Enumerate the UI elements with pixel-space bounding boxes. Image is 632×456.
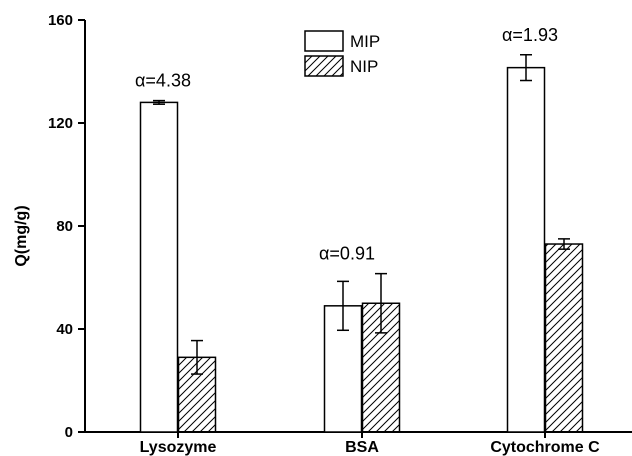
legend: MIP NIP <box>304 30 380 77</box>
error-bar-nip-bsa <box>375 272 387 334</box>
y-tick-label: 120 <box>48 115 73 132</box>
y-tick-label: 160 <box>48 12 73 29</box>
legend-label-mip: MIP <box>350 32 380 51</box>
bar-mip-cytochrome-c <box>506 66 546 433</box>
y-axis-ticks: 0 40 80 120 160 <box>48 12 85 441</box>
legend-swatch-mip <box>304 30 344 52</box>
category-labels: Lysozyme BSA Cytochrome C <box>140 432 600 456</box>
error-bars <box>153 54 570 375</box>
error-bar-mip-cytochrome-c <box>520 54 532 82</box>
error-bar-mip-bsa <box>337 280 349 332</box>
x-tick-label-bsa: BSA <box>345 439 379 456</box>
x-tick-label-lysozyme: Lysozyme <box>140 439 217 456</box>
y-axis-title: Q(mg/g) <box>13 205 30 266</box>
alpha-annotation-lysozyme: α=4.38 <box>135 71 191 91</box>
alpha-annotation-bsa: α=0.91 <box>319 244 375 264</box>
annotations: α=4.38 α=0.91 α=1.93 <box>135 25 558 264</box>
legend-label-nip: NIP <box>350 57 378 76</box>
y-tick-label: 0 <box>65 424 73 441</box>
error-bar-nip-cytochrome-c <box>558 238 570 250</box>
legend-swatch-nip <box>304 55 344 77</box>
error-bar-mip-lysozyme <box>153 99 165 105</box>
y-tick-label: 80 <box>56 218 73 235</box>
bar-nip-cytochrome-c <box>544 243 584 433</box>
y-tick-label: 40 <box>56 321 73 338</box>
bar-mip-lysozyme <box>139 101 179 433</box>
error-bar-nip-lysozyme <box>191 339 203 375</box>
x-tick-label-cytochrome-c: Cytochrome C <box>490 439 600 456</box>
alpha-annotation-cytochrome-c: α=1.93 <box>502 25 558 45</box>
